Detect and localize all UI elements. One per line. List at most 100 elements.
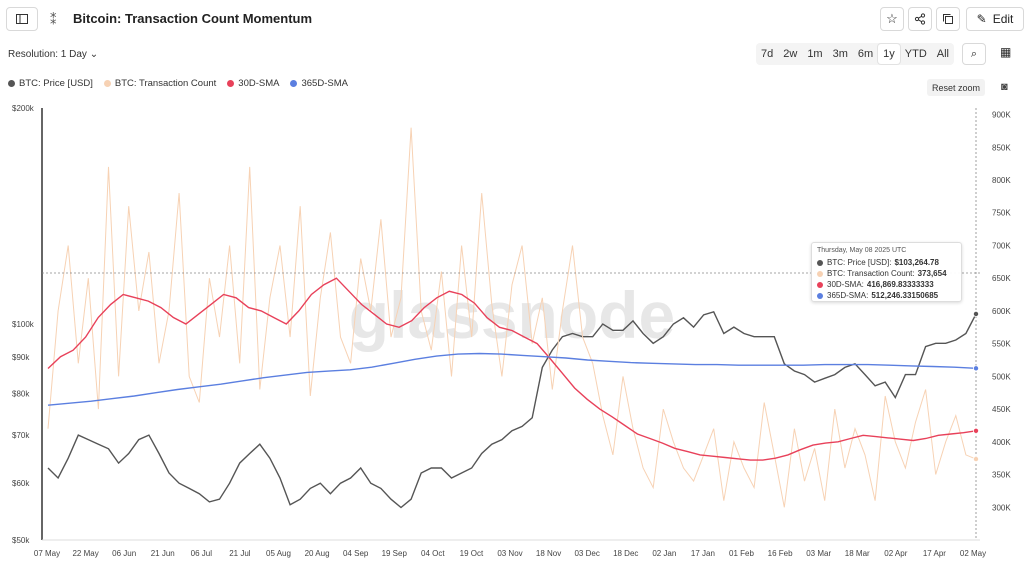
legend-swatch [103, 80, 111, 87]
series-line [47, 310, 977, 509]
range-button-7d[interactable]: 7d [761, 48, 774, 60]
drag-handle-icon[interactable]: ⁑ [50, 12, 57, 27]
tooltip-value: 512,246.33150685 [871, 291, 939, 300]
series-endpoint-marker [973, 427, 980, 434]
y-left-tick-label: $50k [12, 536, 30, 545]
x-tick-label: 03 Mar [806, 549, 831, 558]
y-left-tick-label: $200k [12, 104, 35, 113]
legend-swatch [8, 80, 15, 87]
legend-label: 30D-SMA [238, 78, 280, 89]
legend-swatch [227, 80, 235, 87]
y-left-tick-label: $70k [12, 431, 30, 440]
chevron-down-icon: ⌄ [89, 49, 99, 60]
x-tick-label: 04 Sep [343, 549, 369, 558]
x-tick-label: 16 Feb [768, 549, 793, 558]
tooltip-row: BTC: Transaction Count: 373,654 [817, 268, 956, 279]
series-endpoint-marker [973, 310, 980, 317]
series-line [47, 127, 977, 508]
share-button[interactable] [908, 7, 932, 31]
tooltip-value: 373,654 [917, 269, 947, 278]
tooltip-label: 365D-SMA: [827, 291, 869, 300]
tooltip-swatch [817, 259, 823, 266]
x-tick-label: 22 May [72, 549, 98, 558]
top-bar: ⁑ Bitcoin: Transaction Count Momentum ☆ … [0, 0, 1024, 38]
range-button-1m[interactable]: 1m [807, 48, 823, 60]
x-tick-label: 03 Dec [574, 549, 599, 558]
chart-legend: BTC: Price [USD] BTC: Transaction Count 30… [8, 78, 359, 89]
tooltip-row: 30D-SMA: 416,869.83333333 [817, 279, 956, 290]
x-tick-label: 21 Jun [151, 549, 175, 558]
copy-button[interactable] [936, 7, 960, 31]
legend-label: 365D-SMA [301, 78, 348, 89]
sidebar-toggle-button[interactable] [6, 7, 38, 31]
star-icon: ☆ [886, 11, 898, 26]
sidebar-icon [16, 14, 28, 24]
tooltip-swatch [817, 281, 823, 288]
y-right-tick-label: 700K [992, 241, 1011, 250]
pencil-icon: ✎ [976, 12, 987, 26]
x-tick-label: 02 May [960, 549, 986, 558]
series-endpoint-marker [973, 365, 980, 372]
x-tick-label: 18 Mar [845, 549, 870, 558]
tooltip-row: 365D-SMA: 512,246.33150685 [817, 290, 956, 301]
tooltip-label: BTC: Transaction Count: [827, 269, 915, 278]
series-line [47, 277, 977, 461]
y-right-tick-label: 450K [992, 405, 1011, 414]
x-tick-label: 07 May [34, 549, 60, 558]
y-right-tick-label: 900K [992, 111, 1011, 120]
y-right-tick-label: 800K [992, 176, 1011, 185]
favorite-button[interactable]: ☆ [880, 7, 904, 31]
reset-zoom-button[interactable]: Reset zoom [927, 79, 985, 96]
x-tick-label: 04 Oct [421, 549, 445, 558]
edit-label: Edit [992, 12, 1014, 26]
legend-item[interactable]: BTC: Transaction Count [103, 78, 217, 89]
y-right-tick-label: 600K [992, 307, 1011, 316]
tooltip-value: 416,869.83333333 [866, 280, 934, 289]
copy-icon [943, 14, 953, 24]
y-right-tick-label: 400K [992, 438, 1011, 447]
y-left-tick-label: $90k [12, 353, 30, 362]
y-left-tick-label: $100k [12, 320, 35, 329]
y-right-tick-label: 300K [992, 503, 1011, 512]
x-tick-label: 06 Jul [191, 549, 213, 558]
tooltip-date: Thursday, May 08 2025 UTC [817, 247, 907, 254]
x-tick-label: 20 Aug [305, 549, 330, 558]
tooltip-row: BTC: Price [USD]: $103,264.78 [817, 257, 956, 268]
x-tick-label: 17 Apr [923, 549, 946, 558]
share-icon [914, 13, 926, 25]
y-right-tick-label: 550K [992, 340, 1011, 349]
x-tick-label: 02 Apr [884, 549, 907, 558]
range-button-3m[interactable]: 3m [832, 48, 848, 60]
x-tick-label: 18 Dec [613, 549, 638, 558]
legend-swatch [290, 80, 298, 87]
x-tick-label: 21 Jul [229, 549, 251, 558]
y-right-tick-label: 650K [992, 274, 1011, 283]
resolution-label: Resolution: 1 Day [8, 49, 87, 60]
legend-item[interactable]: 365D-SMA [290, 78, 348, 89]
calendar-icon[interactable]: ▦ [1000, 45, 1012, 59]
y-left-tick-label: $60k [12, 479, 30, 488]
zoom-select-button[interactable]: ⌕ [962, 43, 986, 65]
chart-tooltip: Thursday, May 08 2025 UTC BTC: Price [US… [811, 242, 962, 302]
series-endpoint-marker [973, 456, 980, 463]
resolution-select[interactable]: Resolution: 1 Day ⌄ [8, 49, 98, 60]
page-title: Bitcoin: Transaction Count Momentum [73, 11, 313, 26]
range-button-1y[interactable]: 1y [878, 44, 900, 64]
tooltip-value: $103,264.78 [894, 258, 939, 267]
range-button-ytd[interactable]: YTD [904, 48, 927, 60]
camera-icon[interactable]: ◙ [1001, 81, 1008, 93]
x-tick-label: 03 Nov [497, 549, 522, 558]
x-tick-label: 05 Aug [266, 549, 291, 558]
range-button-6m[interactable]: 6m [857, 48, 874, 60]
y-right-tick-label: 850K [992, 143, 1011, 152]
y-right-tick-label: 750K [992, 209, 1011, 218]
range-selector: 7d 2w 1m 3m 6m 1y YTD All [756, 43, 955, 65]
tooltip-label: BTC: Price [USD]: [827, 258, 892, 267]
legend-item[interactable]: BTC: Price [USD] [8, 78, 93, 89]
range-button-2w[interactable]: 2w [783, 48, 798, 60]
range-button-all[interactable]: All [936, 48, 950, 60]
series-line [47, 352, 977, 406]
x-tick-label: 06 Jun [112, 549, 136, 558]
legend-label: BTC: Transaction Count [114, 78, 217, 89]
legend-item[interactable]: 30D-SMA [227, 78, 279, 89]
